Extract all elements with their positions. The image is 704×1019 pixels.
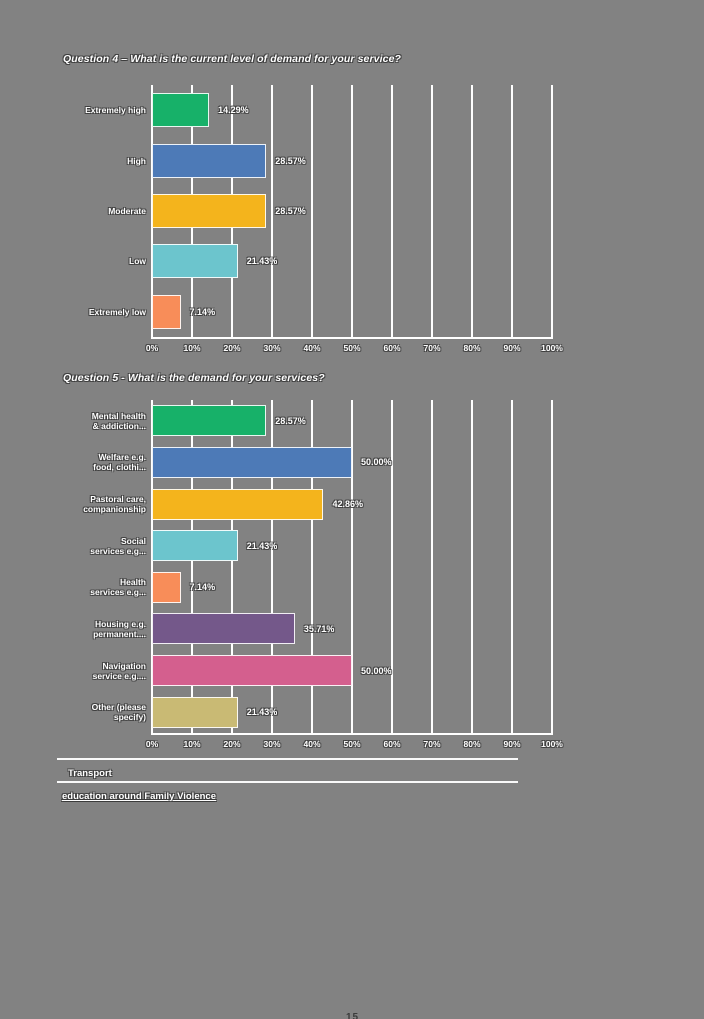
x-tick-label: 100%	[541, 343, 563, 353]
category-label: Low	[129, 256, 146, 267]
gridline	[511, 85, 513, 337]
gridline	[551, 85, 553, 337]
x-tick-label: 50%	[343, 739, 361, 749]
chart-q5-title: Question 5 - What is the demand for your…	[63, 372, 325, 384]
x-tick-label: 100%	[541, 739, 563, 749]
x-tick-label: 20%	[223, 343, 241, 353]
gridline	[271, 400, 273, 733]
bar	[152, 93, 210, 128]
gridline	[311, 85, 313, 337]
value-label: 28.57%	[275, 415, 306, 426]
page-number: 15	[346, 1012, 360, 1019]
bar	[152, 696, 238, 728]
gridline	[151, 400, 153, 733]
value-label: 7.14%	[189, 306, 216, 317]
note-row-education: education around Family Violence	[57, 781, 518, 804]
value-label: 28.57%	[275, 155, 306, 166]
x-tick-label: 90%	[503, 739, 521, 749]
value-label: 7.14%	[189, 582, 216, 593]
gridline	[351, 85, 353, 337]
note-row-transport: Transport	[57, 758, 518, 781]
bar	[152, 530, 238, 562]
bar	[152, 194, 267, 228]
gridline	[511, 400, 513, 733]
note-text-education: education around Family Violence	[62, 791, 216, 802]
category-label: Pastoral care, companionship	[83, 494, 146, 515]
x-tick-label: 10%	[183, 343, 201, 353]
category-label: Extremely low	[88, 306, 146, 317]
x-tick-label: 40%	[303, 343, 321, 353]
bar	[152, 405, 267, 437]
value-label: 50.00%	[361, 665, 392, 676]
gridline	[471, 400, 473, 733]
bar	[152, 294, 181, 329]
gridline	[271, 85, 273, 337]
category-label: Navigation service e.g....	[92, 660, 146, 681]
bar	[152, 446, 352, 478]
category-label: Other (please specify)	[91, 702, 146, 723]
gridline	[231, 400, 233, 733]
value-label: 28.57%	[275, 206, 306, 216]
category-label: Social services e.g...	[90, 535, 146, 556]
x-tick-label: 50%	[343, 343, 361, 353]
value-label: 21.43%	[246, 707, 278, 718]
category-label: Extremely high	[85, 105, 146, 116]
x-axis-line	[151, 733, 553, 735]
category-label: Health services e.g...	[90, 577, 146, 598]
bar	[152, 488, 324, 520]
x-tick-label: 90%	[503, 343, 521, 353]
gridline	[191, 400, 193, 733]
category-label: High	[127, 155, 146, 166]
value-label: 21.43%	[246, 540, 278, 551]
x-tick-label: 0%	[145, 739, 159, 749]
bar	[152, 655, 352, 687]
bar	[152, 143, 267, 178]
bar	[152, 613, 295, 645]
category-label: Moderate	[108, 206, 146, 216]
gridline	[311, 400, 313, 733]
x-tick-label: 20%	[223, 739, 241, 749]
chart-q4-title: Question 4 – What is the current level o…	[63, 53, 402, 65]
value-label: 50.00%	[361, 457, 392, 468]
x-tick-label: 60%	[383, 343, 401, 353]
category-label: Housing e.g. permanent....	[93, 618, 146, 639]
x-tick-label: 30%	[263, 739, 281, 749]
bar	[152, 244, 238, 279]
x-tick-label: 30%	[263, 343, 281, 353]
gridline	[391, 400, 393, 733]
x-tick-label: 0%	[145, 343, 159, 353]
value-label: 21.43%	[246, 256, 278, 267]
bar	[152, 571, 181, 603]
x-axis-line	[151, 337, 553, 339]
x-tick-label: 70%	[423, 343, 441, 353]
x-tick-label: 70%	[423, 739, 441, 749]
x-tick-label: 10%	[183, 739, 201, 749]
gridline	[551, 400, 553, 733]
x-tick-label: 80%	[463, 343, 481, 353]
category-label: Mental health & addiction...	[91, 410, 146, 431]
value-label: 14.29%	[218, 105, 249, 116]
gridline	[471, 85, 473, 337]
value-label: 42.86%	[332, 499, 363, 510]
gridline	[391, 85, 393, 337]
x-tick-label: 40%	[303, 739, 321, 749]
gridline	[431, 400, 433, 733]
gridline	[351, 400, 353, 733]
gridline	[431, 85, 433, 337]
category-label: Welfare e.g. food, clothi...	[93, 452, 146, 473]
x-tick-label: 80%	[463, 739, 481, 749]
note-text-transport: Transport	[68, 768, 112, 779]
x-tick-label: 60%	[383, 739, 401, 749]
value-label: 35.71%	[303, 623, 335, 634]
